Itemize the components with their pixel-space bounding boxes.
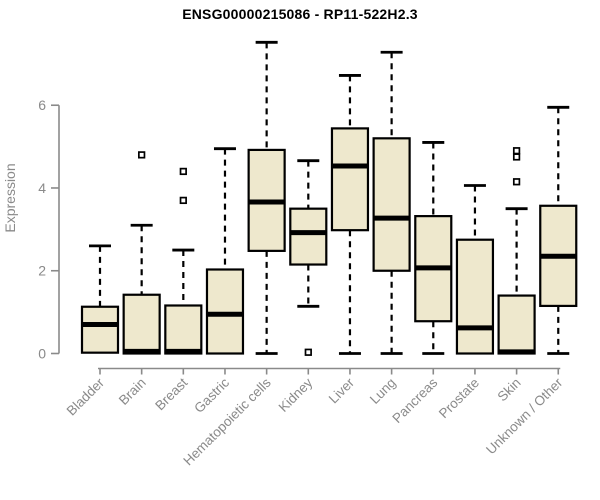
x-category-label: Skin [495,375,524,404]
outlier-point [179,196,187,205]
box-breast [164,167,203,355]
outlier-point [512,178,521,186]
x-category-label: Prostate [436,375,482,421]
x-category-label: Liver [326,375,358,407]
iqr-box [289,207,328,266]
outlier-point [304,348,312,356]
box-hematopoietic-cells [247,40,286,355]
box-liver [330,74,370,355]
x-category-label: Breast [152,375,190,413]
y-tick-label: 6 [38,97,46,113]
outlier-point [512,153,521,161]
iqr-box [164,304,203,355]
box-gastric [205,147,245,355]
x-category-label: Lung [367,375,399,407]
iqr-box [372,137,411,272]
x-category-label: Gastric [191,375,232,416]
x-category-label: Unknown / Other [483,375,566,458]
y-tick-label: 0 [38,346,46,362]
chart-title: ENSG00000215086 - RP11-522H2.3 [182,6,418,22]
y-axis: 0 2 4 6 [38,97,60,362]
iqr-box [122,293,161,355]
outlier-point [138,151,146,159]
iqr-box [205,268,245,355]
box-unknown-other [539,105,578,355]
x-category-label: Kidney [276,375,316,415]
y-tick-label: 2 [38,263,46,279]
box-brain [122,151,161,355]
iqr-box [330,127,370,232]
iqr-box [80,305,120,354]
box-pancreas [414,141,453,355]
y-axis-label: Expression [2,163,18,232]
boxplot-series [80,40,578,356]
iqr-box [497,294,536,355]
box-skin [497,147,536,355]
x-category-label: Bladder [64,375,108,419]
box-prostate [455,184,495,355]
outlier-point [179,167,187,176]
iqr-box [455,238,495,355]
outlier-point [512,147,521,155]
box-lung [372,50,411,355]
box-bladder [80,244,120,354]
x-category-label: Pancreas [389,375,440,426]
box-kidney [289,159,328,356]
x-category-label: Brain [116,375,149,408]
y-tick-label: 4 [38,180,46,196]
